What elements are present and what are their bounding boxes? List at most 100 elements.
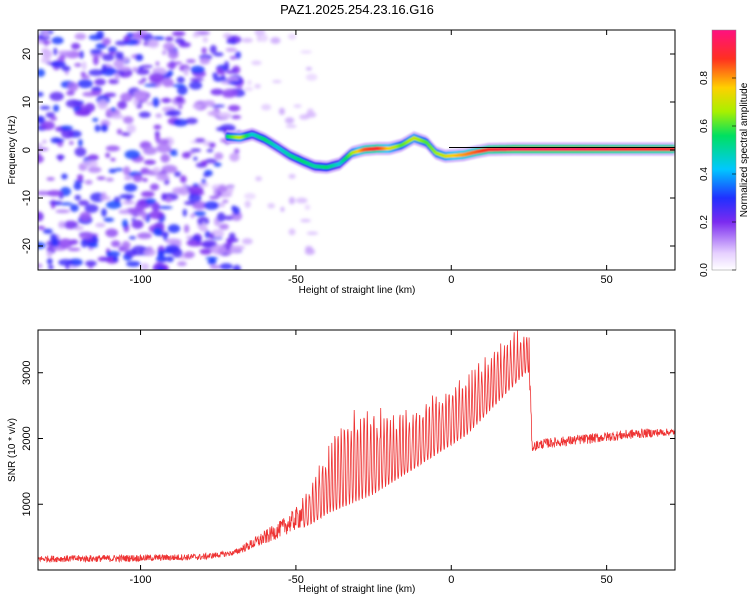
noise-blob — [80, 71, 86, 76]
noise-blob — [288, 196, 296, 205]
noise-blob — [38, 115, 46, 125]
noise-blob — [154, 36, 165, 41]
noise-blob — [222, 88, 239, 97]
noise-blob — [226, 40, 237, 44]
top-y-axis-label: Frequency (Hz) — [7, 116, 18, 185]
noise-blob — [103, 92, 117, 98]
noise-blob — [46, 257, 53, 265]
noise-blob — [128, 236, 137, 240]
noise-blob — [46, 190, 63, 197]
noise-blob — [287, 33, 297, 40]
noise-blob — [280, 206, 285, 212]
noise-blob — [77, 79, 93, 89]
noise-blob — [198, 182, 209, 188]
noise-blob — [226, 238, 233, 245]
noise-blob — [230, 245, 242, 254]
noise-blob — [115, 51, 121, 60]
noise-blob — [60, 202, 73, 206]
noise-blob — [135, 53, 144, 62]
noise-blob — [169, 152, 178, 157]
noise-blob — [58, 259, 74, 266]
noise-blob — [300, 219, 311, 223]
noise-blob — [204, 230, 211, 239]
noise-blob — [92, 55, 99, 66]
noise-blob — [176, 76, 185, 84]
noise-blob — [117, 100, 128, 110]
noise-blob — [147, 39, 160, 49]
noise-blob — [133, 90, 148, 100]
noise-blob — [42, 40, 51, 45]
noise-blob — [306, 231, 319, 235]
noise-blob — [81, 61, 87, 71]
noise-blob — [79, 211, 92, 222]
noise-blob — [167, 224, 181, 233]
noise-blob — [300, 50, 312, 54]
noise-blob — [255, 176, 262, 182]
noise-blob — [166, 61, 177, 69]
noise-blob — [38, 68, 46, 78]
noise-blob — [204, 158, 217, 164]
noise-blob — [50, 60, 66, 69]
noise-blob — [155, 173, 170, 182]
y-tick-label: 10 — [21, 96, 33, 108]
noise-blob — [123, 183, 138, 192]
noise-blob — [186, 239, 198, 246]
noise-blob — [216, 212, 226, 222]
noise-blob — [185, 117, 198, 125]
y-tick-label: -20 — [21, 238, 33, 254]
noise-blob — [77, 174, 84, 181]
noise-blob — [162, 42, 175, 51]
x-tick-label: 50 — [601, 274, 613, 286]
noise-blob — [156, 143, 172, 153]
noise-blob — [209, 257, 216, 262]
noise-blob — [102, 53, 115, 62]
noise-blob — [305, 73, 318, 81]
noise-blob — [101, 191, 107, 200]
y-tick-label: 0 — [21, 147, 33, 153]
noise-blob — [229, 152, 240, 162]
noise-blob — [92, 117, 99, 122]
noise-blob — [192, 201, 207, 210]
noise-blob — [95, 222, 106, 228]
noise-blob — [174, 171, 182, 177]
noise-blob — [209, 265, 222, 269]
noise-blob — [193, 210, 206, 217]
noise-blob — [234, 51, 242, 59]
noise-blob — [203, 173, 210, 178]
noise-blob — [108, 168, 117, 174]
colorbar-frame — [711, 29, 737, 271]
noise-blob — [185, 59, 196, 64]
noise-blob — [214, 152, 224, 160]
noise-blob — [78, 199, 90, 206]
noise-blob — [178, 41, 191, 48]
noise-blob — [106, 200, 122, 209]
x-tick-label: 0 — [448, 574, 454, 586]
noise-blob — [88, 69, 104, 76]
chart-title: PAZ1.2025.254.23.16.G16 — [280, 2, 434, 17]
spectrogram-heatmap — [38, 30, 675, 270]
noise-blob — [200, 160, 208, 166]
noise-blob — [179, 175, 187, 184]
noise-blob — [74, 33, 87, 40]
noise-blob — [164, 111, 177, 116]
noise-blob — [112, 255, 119, 262]
noise-blob — [210, 244, 227, 255]
noise-blob — [223, 215, 234, 221]
noise-blob — [74, 62, 82, 68]
noise-blob — [138, 80, 145, 85]
noise-blob — [73, 182, 82, 191]
noise-blob — [217, 185, 228, 193]
noise-blob — [213, 162, 222, 167]
noise-blob — [306, 108, 314, 116]
noise-blob — [123, 35, 131, 42]
noise-blob — [97, 99, 108, 110]
noise-blob — [299, 114, 310, 120]
noise-blob — [171, 31, 186, 37]
noise-blob — [183, 251, 195, 259]
noise-blob — [272, 79, 282, 84]
noise-blob — [151, 202, 160, 212]
noise-blob — [172, 187, 186, 195]
noise-blob — [183, 224, 190, 233]
noise-blob — [171, 83, 186, 88]
noise-blob — [52, 104, 60, 112]
